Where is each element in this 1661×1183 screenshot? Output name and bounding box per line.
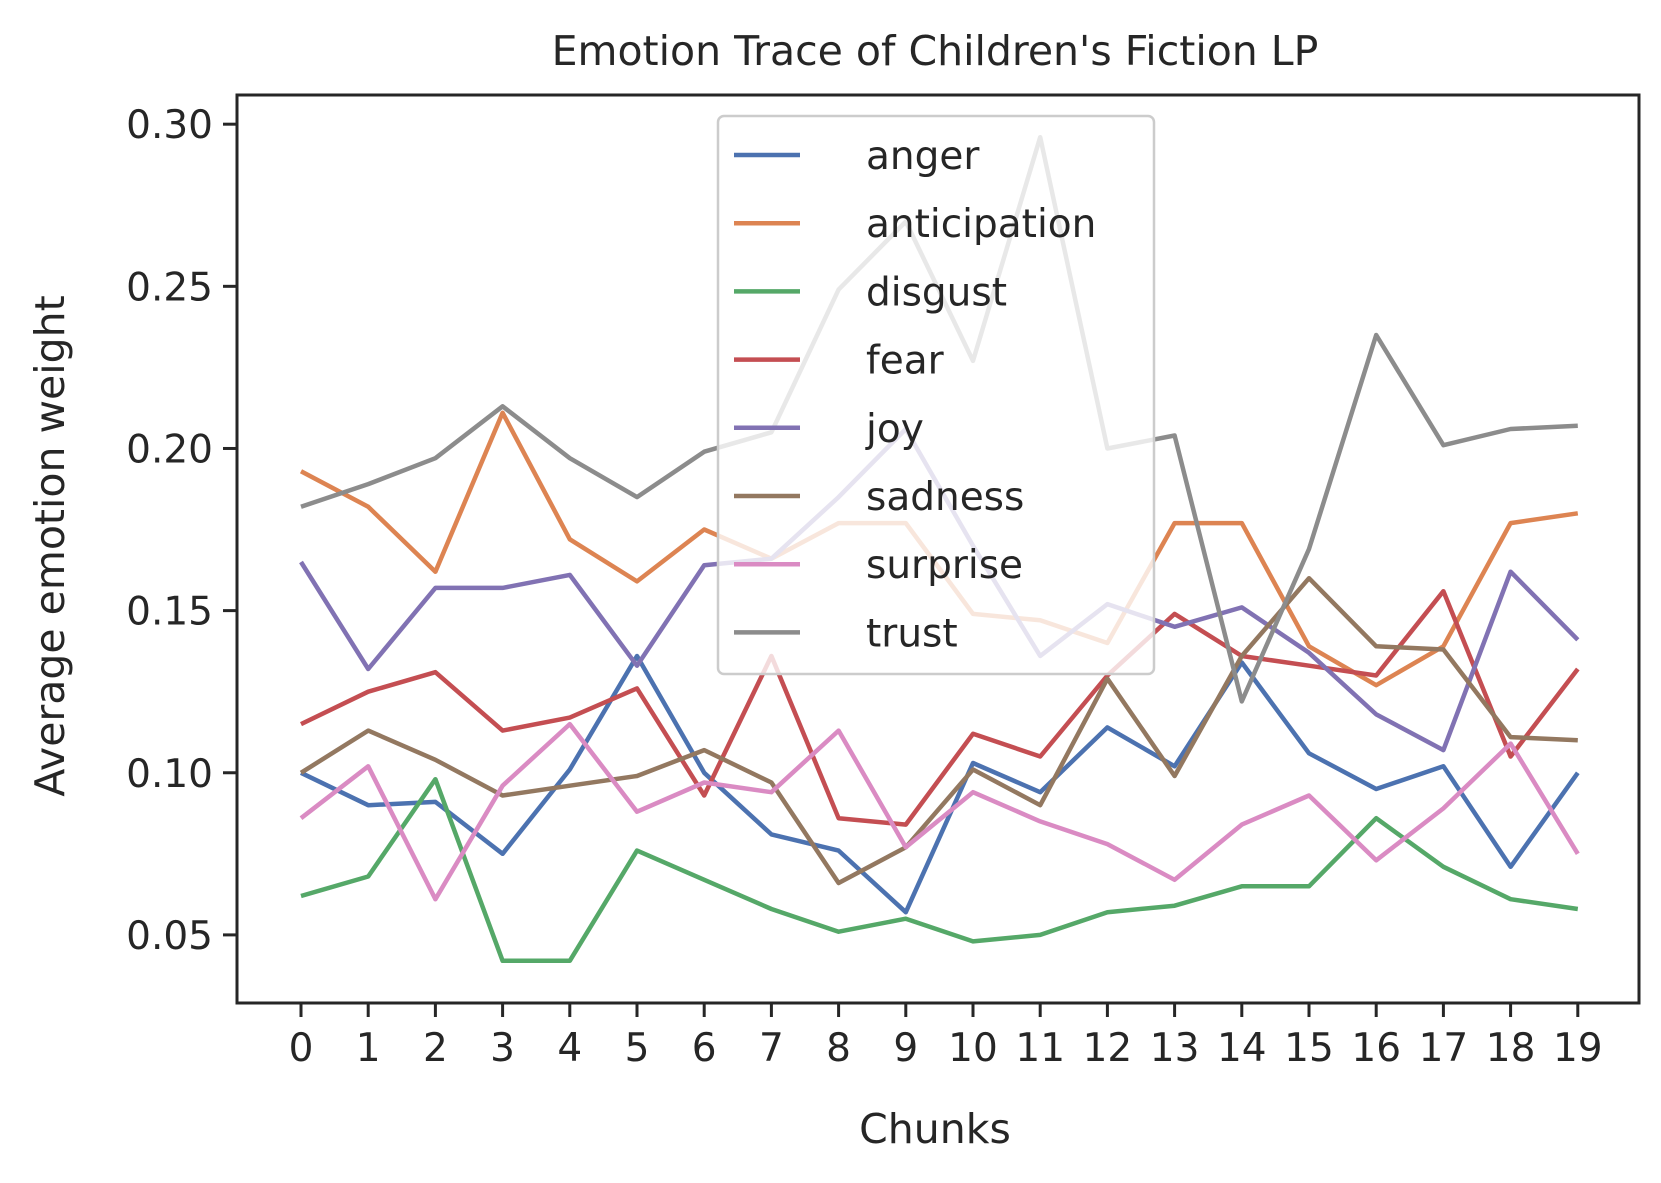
legend-box	[716, 114, 1156, 676]
legend-label-surprise: surprise	[866, 543, 1023, 588]
x-tick-label: 9	[893, 1026, 918, 1071]
x-tick-label: 2	[423, 1026, 448, 1071]
x-tick-label: 16	[1351, 1026, 1401, 1071]
x-tick-label: 12	[1083, 1026, 1133, 1071]
x-tick-label: 4	[557, 1026, 582, 1071]
legend-label-trust: trust	[866, 611, 958, 656]
x-tick-label: 14	[1217, 1026, 1267, 1071]
x-tick-label: 13	[1150, 1026, 1200, 1071]
legend-label-disgust: disgust	[866, 270, 1007, 315]
series-line-disgust	[300, 776, 1579, 964]
x-tick-label: 8	[826, 1026, 851, 1071]
y-tick-label: 0.20	[126, 427, 213, 472]
legend-label-sadness: sadness	[866, 475, 1024, 520]
y-tick-label: 0.30	[126, 103, 213, 148]
series-line-surprise	[299, 721, 1580, 902]
x-tick-label: 19	[1553, 1026, 1603, 1071]
x-tick-label: 1	[356, 1026, 381, 1071]
series-line-anger	[300, 653, 1580, 915]
series-line-sadness	[299, 575, 1578, 886]
series-line-fear	[300, 588, 1580, 827]
y-tick-label: 0.10	[126, 752, 213, 797]
plot-frame	[235, 93, 1641, 1005]
y-tick-label: 0.05	[126, 914, 213, 959]
x-tick-label: 15	[1284, 1026, 1334, 1071]
legend-label-anger: anger	[866, 134, 980, 179]
legend: anger anticipation disgust fear joy sadness su…	[716, 114, 1156, 676]
x-tick-label: 7	[759, 1026, 784, 1071]
x-axis-label: Chunks	[859, 1105, 1011, 1153]
x-tick-label: 11	[1015, 1026, 1065, 1071]
x-tick-label: 18	[1486, 1026, 1536, 1071]
chart-title: Emotion Trace of Children's Fiction LP	[552, 27, 1319, 75]
legend-label-fear: fear	[866, 339, 945, 384]
y-tick-label: 0.15	[126, 590, 213, 635]
x-tick-label: 5	[625, 1026, 650, 1071]
y-tick-label: 0.25	[126, 265, 213, 310]
x-tick-label: 10	[948, 1026, 998, 1071]
x-tick-label: 3	[490, 1026, 515, 1071]
legend-label-anticipation: anticipation	[866, 202, 1096, 247]
legend-label-joy: joy	[865, 407, 924, 452]
y-axis-label: Average emotion weight	[26, 295, 74, 796]
x-tick-label: 6	[692, 1026, 717, 1071]
x-tick-label: 17	[1419, 1026, 1469, 1071]
x-tick-label: 0	[289, 1026, 314, 1071]
